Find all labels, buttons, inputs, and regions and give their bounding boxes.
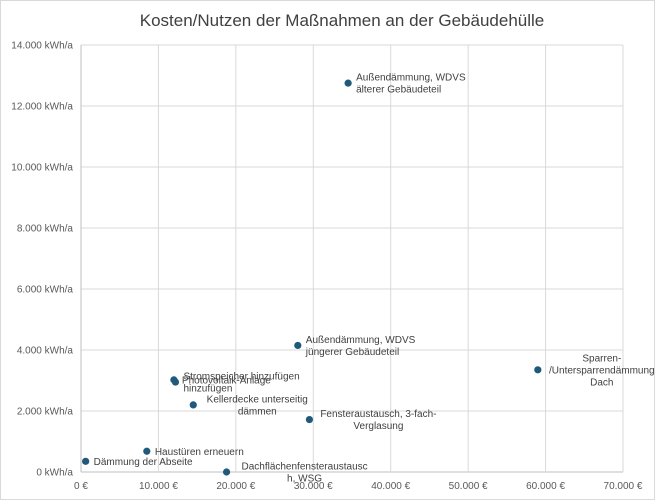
data-label-line: Verglasung (353, 421, 403, 432)
y-tick-label: 8.000 kWh/a (17, 224, 74, 235)
data-point (294, 341, 302, 350)
data-label: Dämmung der Abseite (94, 457, 193, 468)
data-point (171, 378, 180, 386)
data-label-line: Stromspeicher hinzufügen (183, 372, 299, 383)
y-tick-label: 6.000 kWh/a (17, 285, 74, 296)
y-tick-label: 4.000 kWh/a (17, 346, 74, 357)
data-label-line: Fensteraustausch, 3-fach- (320, 409, 436, 420)
data-label-line: Außendämmung, WDVS (306, 335, 416, 346)
x-tick-label: 40.000 € (371, 481, 410, 492)
label-layer: Außendämmung, WDVS älterer GebäudeteilAuß… (94, 73, 654, 485)
data-point (189, 401, 197, 409)
data-point (344, 79, 352, 87)
data-label-line: älterer Gebäudeteil (356, 85, 441, 96)
data-label: Haustüren erneuern (155, 447, 244, 458)
x-tick-label: 60.000 € (526, 481, 565, 492)
x-tick-label: 10.000 € (139, 481, 178, 492)
data-label-line: Kellerdecke unterseitig (207, 394, 308, 405)
data-label-line: Dach (590, 377, 613, 388)
data-point (143, 447, 151, 455)
y-tick-label: 12.000 kWh/a (11, 102, 73, 113)
data-label: Dachflächenfensteraustausc h, WSG (241, 462, 367, 485)
data-label-line: Sparren- (582, 353, 621, 364)
data-label: Außendämmung, WDVS älterer Gebäudeteil (356, 73, 466, 96)
data-label: Außendämmung, WDVS jüngerer Gebäudeteil (305, 335, 416, 358)
x-tick-label: 20.000 € (216, 481, 255, 492)
data-label-line: Haustüren erneuern (155, 447, 244, 458)
data-point (305, 415, 314, 424)
grid-layer (80, 44, 624, 473)
x-tick-label: 70.000 € (604, 481, 643, 492)
data-label-line: Dämmung der Abseite (94, 457, 193, 468)
y-tick-label: 14.000 kWh/a (11, 41, 73, 52)
data-label: Photovoltaik-Anlage (182, 375, 271, 386)
data-label-line: Photovoltaik-Anlage (182, 375, 271, 386)
data-label-line: jüngerer Gebäudeteil (305, 347, 399, 358)
data-point (222, 468, 231, 476)
data-point (534, 366, 542, 374)
data-label-line: dämmen (238, 406, 277, 417)
point-layer (82, 79, 542, 476)
x-tick-label: 50.000 € (449, 481, 488, 492)
data-point (82, 457, 90, 465)
x-tick-label: 30.000 € (294, 481, 333, 492)
data-label-line: /Untersparrendämmung (549, 365, 654, 376)
tick-layer: 0 kWh/a 2.000 kWh/a 4.000 kWh/a 6.000 kWh/a… (11, 41, 643, 493)
data-label-line: h, WSG (287, 474, 322, 485)
x-tick-label: 0 € (74, 481, 88, 492)
y-tick-label: 2.000 kWh/a (17, 407, 74, 418)
chart-title: Kosten/Nutzen der Maßnahmen an der Gebäu… (140, 11, 544, 30)
y-tick-label: 0 kWh/a (36, 468, 73, 479)
data-label: Kellerdecke unterseitig dämmen (207, 394, 308, 417)
data-label: Fensteraustausch, 3-fach-Verglasung (320, 409, 436, 432)
data-label-line: Dachflächenfensteraustausc (241, 462, 367, 473)
y-tick-label: 10.000 kWh/a (11, 163, 73, 174)
data-label-line: hinzufügen (183, 384, 232, 395)
data-label: Stromspeicher hinzufügen hinzufügen (183, 372, 299, 395)
data-label-line: Außendämmung, WDVS (356, 73, 466, 84)
data-label: Sparren-/Untersparrendämmung Dach (549, 353, 654, 388)
